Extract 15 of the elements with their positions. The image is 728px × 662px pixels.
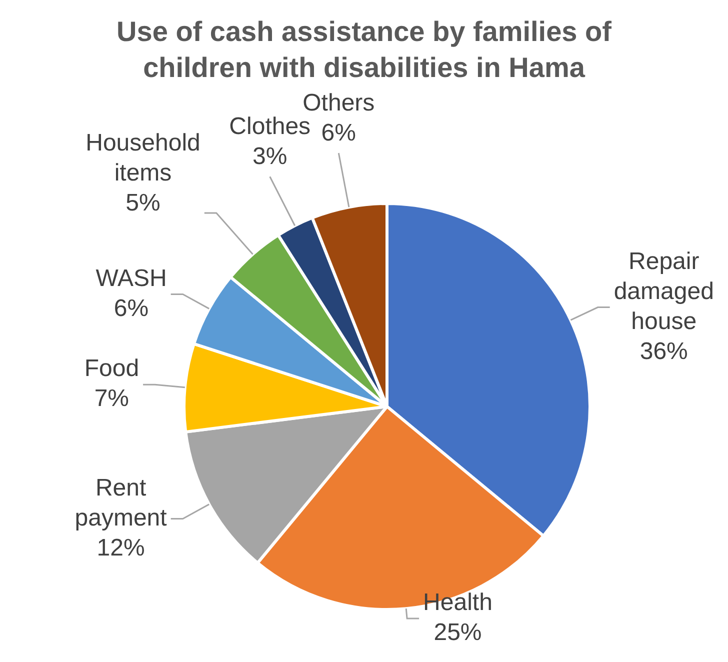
data-label: 3% [252, 143, 288, 170]
data-label: 6% [114, 294, 149, 322]
chart-title: Use of cash assistance by families of children with disabilities in Hama [116, 15, 612, 85]
data-label: 25% [434, 619, 482, 646]
slice-label: Repair damaged house [614, 248, 714, 335]
data-label: 5% [126, 190, 160, 217]
slice-label: Food [84, 355, 140, 382]
data-label: 12% [96, 534, 145, 562]
slice-label: WASH [96, 264, 167, 292]
data-label: 36% [640, 338, 688, 365]
data-label: 6% [321, 120, 356, 147]
data-label: 7% [94, 385, 130, 412]
slice-label: Rent payment [74, 474, 168, 532]
slice-label: Health [423, 589, 492, 616]
slice-label: Household items [86, 130, 200, 187]
